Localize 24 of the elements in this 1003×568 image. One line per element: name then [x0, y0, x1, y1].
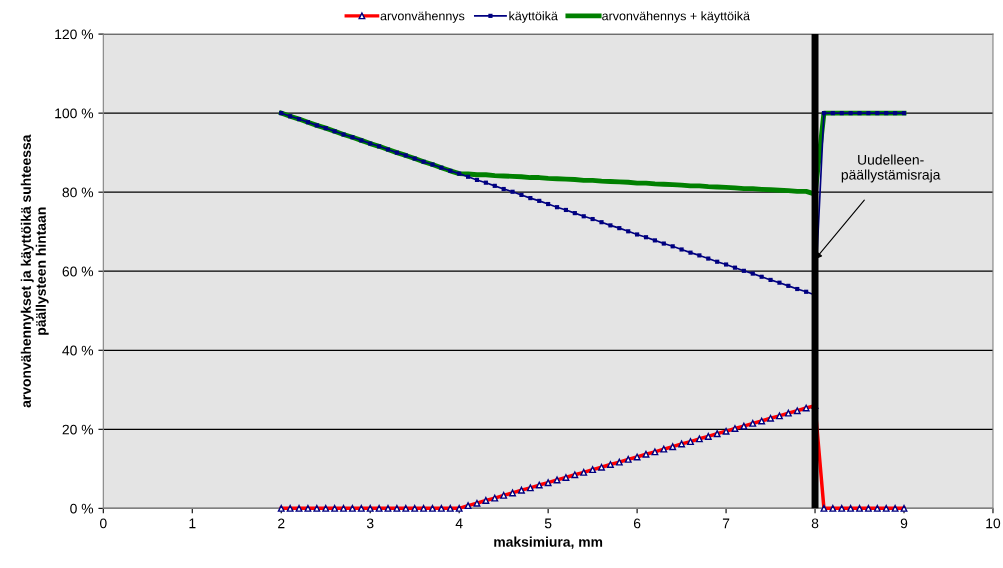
x-tick-label: 2: [278, 518, 285, 529]
legend-label: käyttöikä: [509, 11, 558, 23]
y-tick-label: 80 %: [62, 187, 94, 198]
y-axis-title: arvonvähennykset ja käyttöikä suhteessa päällysteen hintaan: [20, 134, 49, 408]
y-tick-label: 120 %: [55, 29, 94, 40]
x-tick-label: 4: [455, 518, 463, 529]
x-tick-label: 1: [189, 518, 196, 529]
x-tick-label: 9: [900, 518, 908, 529]
annotation: Uudelleen- päällystämisraja: [841, 154, 941, 183]
x-tick-label: 8: [811, 518, 819, 529]
y-tick-label: 100 %: [55, 108, 94, 119]
legend-label: arvonvähennys + käyttöikä: [602, 11, 750, 23]
y-tick-label: 60 %: [62, 266, 94, 277]
x-axis-title: maksimiura, mm: [494, 536, 603, 549]
x-tick-label: 5: [544, 518, 552, 529]
x-tick-label: 10: [986, 518, 1001, 529]
legend-label: arvonvähennys: [380, 11, 465, 23]
y-tick-label: 20 %: [62, 424, 94, 435]
x-tick-label: 6: [633, 518, 641, 529]
x-tick-label: 7: [722, 518, 730, 529]
y-tick-label: 40 %: [62, 345, 94, 356]
y-tick-label: 0 %: [70, 503, 94, 514]
x-tick-label: 3: [366, 518, 374, 529]
x-tick-label: 0: [99, 518, 107, 529]
